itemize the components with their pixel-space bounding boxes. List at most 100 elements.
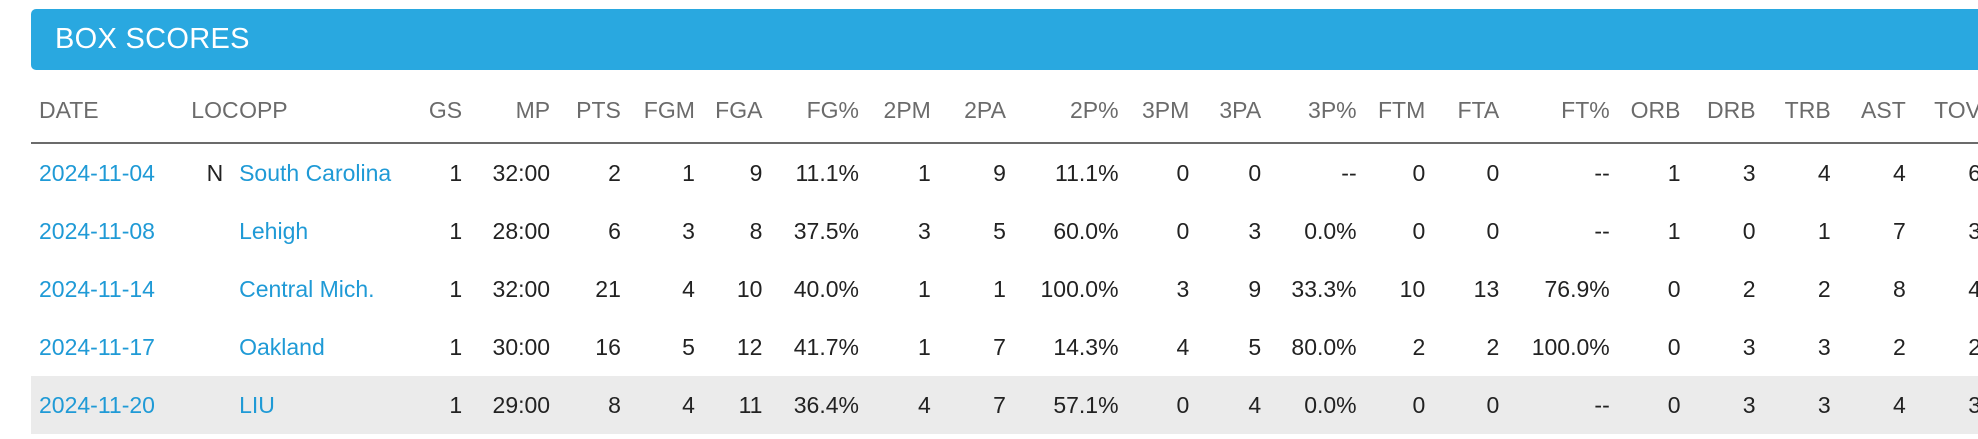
cell-ft-pct: -- [1594,159,1610,186]
section-title: BOX SCORES [55,23,250,55]
cell-fga: 12 [736,333,763,360]
cell-tov: 4 [1968,275,1978,302]
column-header-3p-pct[interactable]: 3P% [1261,70,1357,144]
cell-fga: 10 [736,275,763,302]
cell-trb: 2 [1817,275,1831,302]
cell-fta: 0 [1425,376,1500,434]
cell-fg-pct: 11.1% [795,159,859,186]
cell-gs: 1 [449,217,463,244]
cell-pts: 2 [608,159,621,186]
column-header-fta[interactable]: FTA [1425,70,1500,144]
column-header-opp[interactable]: OPP [239,70,422,144]
cell-fta: 13 [1473,275,1500,302]
cell-fgm: 4 [620,376,695,434]
cell-2pm: 3 [918,217,931,244]
game-date-link[interactable]: 2024-11-17 [39,333,155,360]
cell-orb: 0 [1667,275,1681,302]
cell-drb: 2 [1742,275,1756,302]
cell-ft-pct: -- [1594,217,1610,244]
column-header-ft-pct[interactable]: FT% [1499,70,1610,144]
cell-3pm: 4 [1176,333,1190,360]
column-header-mp[interactable]: MP [462,70,551,144]
cell-orb: 0 [1609,376,1681,434]
cell-3pm: 0 [1176,159,1190,186]
column-header-gs[interactable]: GS [421,70,463,144]
opponent-link[interactable]: LIU [239,376,422,434]
cell-loc [191,260,239,318]
cell-2pm: 1 [918,275,931,302]
opponent-link[interactable]: Oakland [239,333,325,360]
cell-drb: 3 [1742,159,1756,186]
table-row: 2024-11-20 LIU 1 29:00 8 4 11 36.4% 4 7 57.1% 0 4 0.0… [31,376,1978,434]
cell-3pa: 0 [1248,159,1262,186]
cell-3pm: 0 [1176,217,1190,244]
column-header-tov[interactable]: TOV [1905,70,1978,144]
column-header-fga[interactable]: FGA [694,70,763,144]
cell-2p-pct: 14.3% [1053,333,1119,360]
column-header-date[interactable]: DATE [31,70,191,144]
box-scores-panel: BOX SCORES [31,9,1978,434]
column-header-ast[interactable]: AST [1830,70,1906,144]
cell-fgm: 1 [682,159,695,186]
cell-2pm: 1 [918,333,931,360]
game-date-link[interactable]: 2024-11-04 [39,159,155,186]
game-date-link[interactable]: 2024-11-20 [31,376,191,434]
cell-2pm: 1 [918,159,931,186]
column-header-2pm[interactable]: 2PM [858,70,931,144]
cell-loc: N [206,159,224,186]
column-header-3pm[interactable]: 3PM [1118,70,1190,144]
cell-ftm: 0 [1356,376,1426,434]
column-header-fg-pct[interactable]: FG% [762,70,859,144]
column-header-2p-pct[interactable]: 2P% [1005,70,1119,144]
table-row: 2024-11-14 Central Mich. 1 32:00 21 4 10 40.0% 1… [31,260,1978,318]
cell-pts: 16 [595,333,621,360]
column-header-3pa[interactable]: 3PA [1189,70,1262,144]
cell-ftm: 10 [1399,275,1426,302]
cell-fgm: 3 [682,217,695,244]
cell-3pa: 5 [1248,333,1262,360]
cell-3p-pct: 0.0% [1261,376,1357,434]
cell-3pa: 9 [1248,275,1262,302]
cell-2pa: 5 [993,217,1006,244]
column-header-drb[interactable]: DRB [1680,70,1756,144]
cell-ast: 2 [1892,333,1906,360]
column-header-trb[interactable]: TRB [1755,70,1831,144]
cell-fta: 0 [1486,159,1500,186]
cell-ast: 8 [1892,275,1906,302]
cell-ast: 4 [1830,376,1906,434]
cell-3p-pct: 80.0% [1291,333,1357,360]
opponent-link[interactable]: Central Mich. [239,275,375,302]
cell-2pa: 9 [993,159,1006,186]
cell-2p-pct: 57.1% [1005,376,1119,434]
cell-fga: 11 [694,376,763,434]
cell-gs: 1 [449,159,463,186]
column-header-pts[interactable]: PTS [550,70,621,144]
column-header-loc[interactable]: LOC [190,70,240,144]
column-header-2pa[interactable]: 2PA [930,70,1006,144]
cell-tov: 3 [1968,217,1978,244]
game-date-link[interactable]: 2024-11-08 [39,217,155,244]
opponent-link[interactable]: Lehigh [239,217,309,244]
cell-3p-pct: -- [1341,159,1357,186]
cell-tov: 2 [1968,333,1978,360]
cell-tov: 6 [1968,159,1978,186]
game-date-link[interactable]: 2024-11-14 [39,275,155,302]
cell-mp: 32:00 [492,275,551,302]
opponent-link[interactable]: South Carolina [239,159,392,186]
cell-pts: 8 [550,376,621,434]
column-header-fgm[interactable]: FGM [620,70,695,144]
table-row: 2024-11-17 Oakland 1 30:00 16 5 12 41.7% 1 7 14.3%… [31,318,1978,376]
cell-3p-pct: 0.0% [1304,217,1357,244]
cell-pts: 6 [608,217,621,244]
cell-mp: 30:00 [492,333,551,360]
cell-2p-pct: 100.0% [1040,275,1119,302]
cell-ast: 4 [1892,159,1906,186]
column-header-ftm[interactable]: FTM [1356,70,1426,144]
cell-2pm: 4 [858,376,931,434]
cell-ftm: 0 [1412,159,1426,186]
table-row: 2024-11-08 Lehigh 1 28:00 6 3 8 37.5% 3 5 60.0% 0 3 0… [31,202,1978,260]
cell-3pm: 0 [1118,376,1190,434]
column-header-orb[interactable]: ORB [1609,70,1681,144]
cell-fgm: 4 [682,275,695,302]
cell-2p-pct: 11.1% [1055,159,1119,186]
